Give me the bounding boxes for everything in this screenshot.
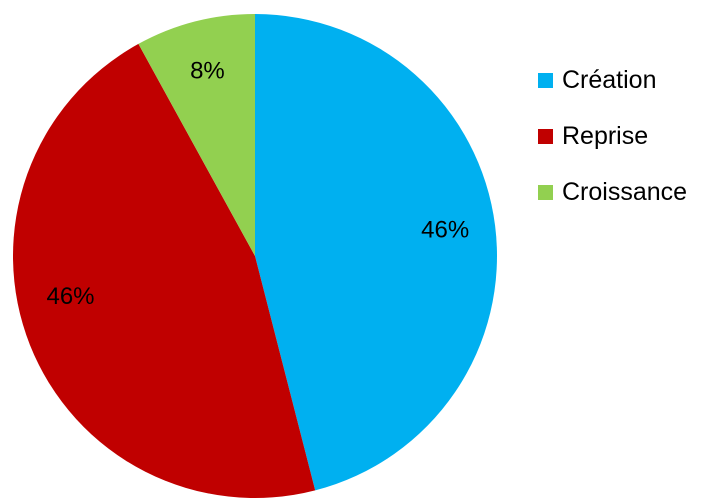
pie-label-croissance: 8% — [190, 58, 225, 85]
legend-swatch-reprise — [538, 128, 553, 144]
pie-slice-creation — [255, 14, 498, 491]
legend: Création Reprise Croissance — [538, 52, 687, 220]
pie-label-reprise: 46% — [46, 283, 94, 310]
pie-slice-croissance — [138, 14, 255, 256]
legend-swatch-croissance — [538, 184, 553, 200]
pie-slices — [13, 14, 498, 498]
legend-item-reprise: Reprise — [538, 108, 687, 164]
legend-label-creation: Création — [562, 65, 657, 94]
legend-label-reprise: Reprise — [562, 121, 649, 150]
pie-labels: 46% 46% 8% — [46, 58, 469, 310]
legend-item-croissance: Croissance — [538, 164, 687, 220]
legend-label-croissance: Croissance — [562, 177, 688, 206]
legend-swatch-creation — [538, 72, 553, 88]
legend-item-creation: Création — [538, 52, 687, 108]
pie-label-creation: 46% — [421, 216, 469, 243]
pie-slice-reprise — [13, 43, 316, 498]
